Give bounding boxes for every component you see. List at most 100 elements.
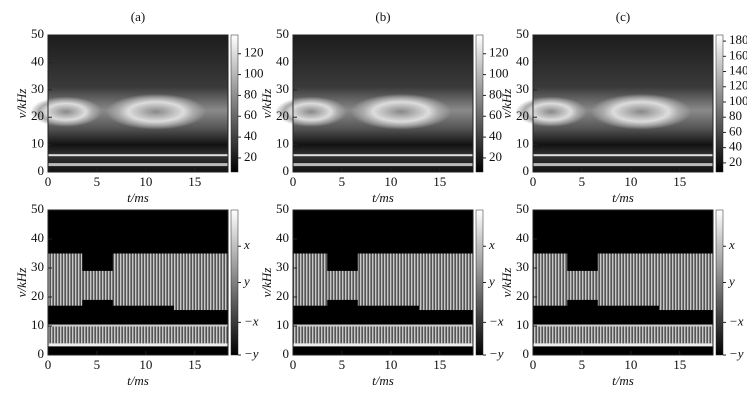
panel-title: (a) <box>131 9 145 24</box>
spectrogram-texture <box>293 324 473 327</box>
panel-title: (b) <box>375 9 390 24</box>
spectrogram-texture <box>597 253 659 306</box>
y-tick-label: 50 <box>276 26 289 41</box>
colorbar <box>715 209 724 356</box>
panel: 0 5 10 15 0 10 20 30 40 50 t/ms v/kHz x y −x −y <box>259 201 504 388</box>
colorbar-tick-label: 160 <box>729 47 747 62</box>
spectrogram-texture <box>48 154 228 157</box>
panel: 0 5 10 15 0 10 20 30 40 50 t/ms v/kHz x y −x −y <box>14 201 259 388</box>
colorbar-tick-label: 60 <box>729 123 742 138</box>
spectrogram-texture <box>590 93 692 130</box>
spectrogram-texture <box>327 270 358 300</box>
y-tick-label: 10 <box>31 317 44 332</box>
y-tick-label: 50 <box>276 201 289 216</box>
y-tick-label: 20 <box>276 288 289 303</box>
colorbar <box>715 34 724 173</box>
y-tick-label: 0 <box>38 346 45 361</box>
y-tick-label: 30 <box>31 259 44 274</box>
colorbar-tick-label: 100 <box>729 93 747 108</box>
y-tick-label: 40 <box>276 53 289 68</box>
colorbar-tick-label: 120 <box>729 78 747 93</box>
x-tick-label: 10 <box>624 174 637 189</box>
colorbar-tick-label: 80 <box>244 86 257 101</box>
x-tick-label: 5 <box>339 174 346 189</box>
x-axis-label: t/ms <box>612 190 634 205</box>
x-tick-label: 15 <box>188 174 201 189</box>
y-axis-label: v/kHz <box>14 89 29 119</box>
y-tick-label: 0 <box>283 346 290 361</box>
colorbar-tick-label: 100 <box>489 66 509 81</box>
y-axis-label: v/kHz <box>259 89 274 119</box>
colorbar <box>230 34 239 173</box>
y-tick-label: 20 <box>516 108 529 123</box>
y-tick-label: 40 <box>516 53 529 68</box>
x-axis-label: t/ms <box>127 190 149 205</box>
y-tick-label: 50 <box>31 26 44 41</box>
spectrogram-texture <box>533 154 713 157</box>
y-tick-label: 20 <box>31 288 44 303</box>
y-tick-label: 0 <box>38 163 45 178</box>
colorbar-tick-label: 20 <box>489 149 502 164</box>
y-tick-label: 40 <box>276 230 289 245</box>
x-tick-label: 0 <box>290 174 297 189</box>
colorbar-tick-label: 180 <box>729 32 747 47</box>
y-tick-label: 20 <box>276 108 289 123</box>
x-tick-label: 5 <box>94 174 101 189</box>
x-tick-label: 15 <box>188 357 201 372</box>
colorbar-tick-label: 40 <box>489 128 502 143</box>
spectrogram-texture <box>357 253 419 306</box>
panel-title: (c) <box>616 9 630 24</box>
x-axis-label: t/ms <box>372 190 394 205</box>
spectrogram-texture <box>533 163 713 167</box>
colorbar-tick-label: 60 <box>489 107 502 122</box>
colorbar-tick-label: 120 <box>489 45 509 60</box>
spectrogram-texture <box>293 154 473 157</box>
plot-frame <box>292 34 474 173</box>
x-tick-label: 10 <box>384 174 397 189</box>
spectrogram-texture <box>659 253 713 311</box>
y-tick-label: 10 <box>516 136 529 151</box>
spectrogram-texture <box>567 270 598 300</box>
x-tick-label: 0 <box>530 357 537 372</box>
y-tick-label: 40 <box>31 230 44 245</box>
y-tick-label: 50 <box>516 201 529 216</box>
x-tick-label: 10 <box>384 357 397 372</box>
colorbar-tick-label: x <box>488 237 495 252</box>
y-tick-label: 20 <box>31 108 44 123</box>
x-tick-label: 0 <box>530 174 537 189</box>
y-tick-label: 10 <box>276 317 289 332</box>
y-axis-label: v/kHz <box>499 268 514 298</box>
y-axis-label: v/kHz <box>259 268 274 298</box>
panel: (c)0 5 10 1501020304050t/msv/kHz20406080100… <box>499 9 747 205</box>
panel: (b)0 5 10 1501020304050t/msv/kHz20406080100… <box>259 9 509 205</box>
x-tick-label: 15 <box>433 357 446 372</box>
x-tick-label: 0 <box>45 174 52 189</box>
y-axis-label: v/kHz <box>14 268 29 298</box>
colorbar-tick-label: x <box>728 237 735 252</box>
spectrogram-texture <box>350 93 452 130</box>
plot-frame <box>47 209 229 356</box>
plot-frame <box>532 209 714 356</box>
spectrogram-texture <box>293 324 473 345</box>
x-tick-label: 15 <box>673 174 686 189</box>
panel: (a)0 5 10 1501020304050t/msv/kHz20406080100… <box>14 9 264 205</box>
x-tick-label: 10 <box>139 357 152 372</box>
colorbar <box>475 209 484 356</box>
colorbar-tick-label: 20 <box>729 154 742 169</box>
spectrogram-texture <box>533 324 713 345</box>
x-tick-label: 0 <box>290 357 297 372</box>
y-tick-label: 0 <box>523 346 530 361</box>
x-tick-label: 5 <box>579 174 586 189</box>
y-tick-label: 30 <box>276 81 289 96</box>
y-tick-label: 30 <box>276 259 289 274</box>
x-tick-label: 5 <box>579 357 586 372</box>
x-tick-label: 15 <box>673 357 686 372</box>
x-axis-label: t/ms <box>127 373 149 388</box>
x-tick-label: 15 <box>433 174 446 189</box>
spectrogram-texture <box>48 324 228 327</box>
colorbar <box>475 34 484 173</box>
colorbar-tick-label: y <box>242 273 250 288</box>
y-tick-label: 40 <box>31 53 44 68</box>
spectrogram-texture <box>48 343 228 347</box>
